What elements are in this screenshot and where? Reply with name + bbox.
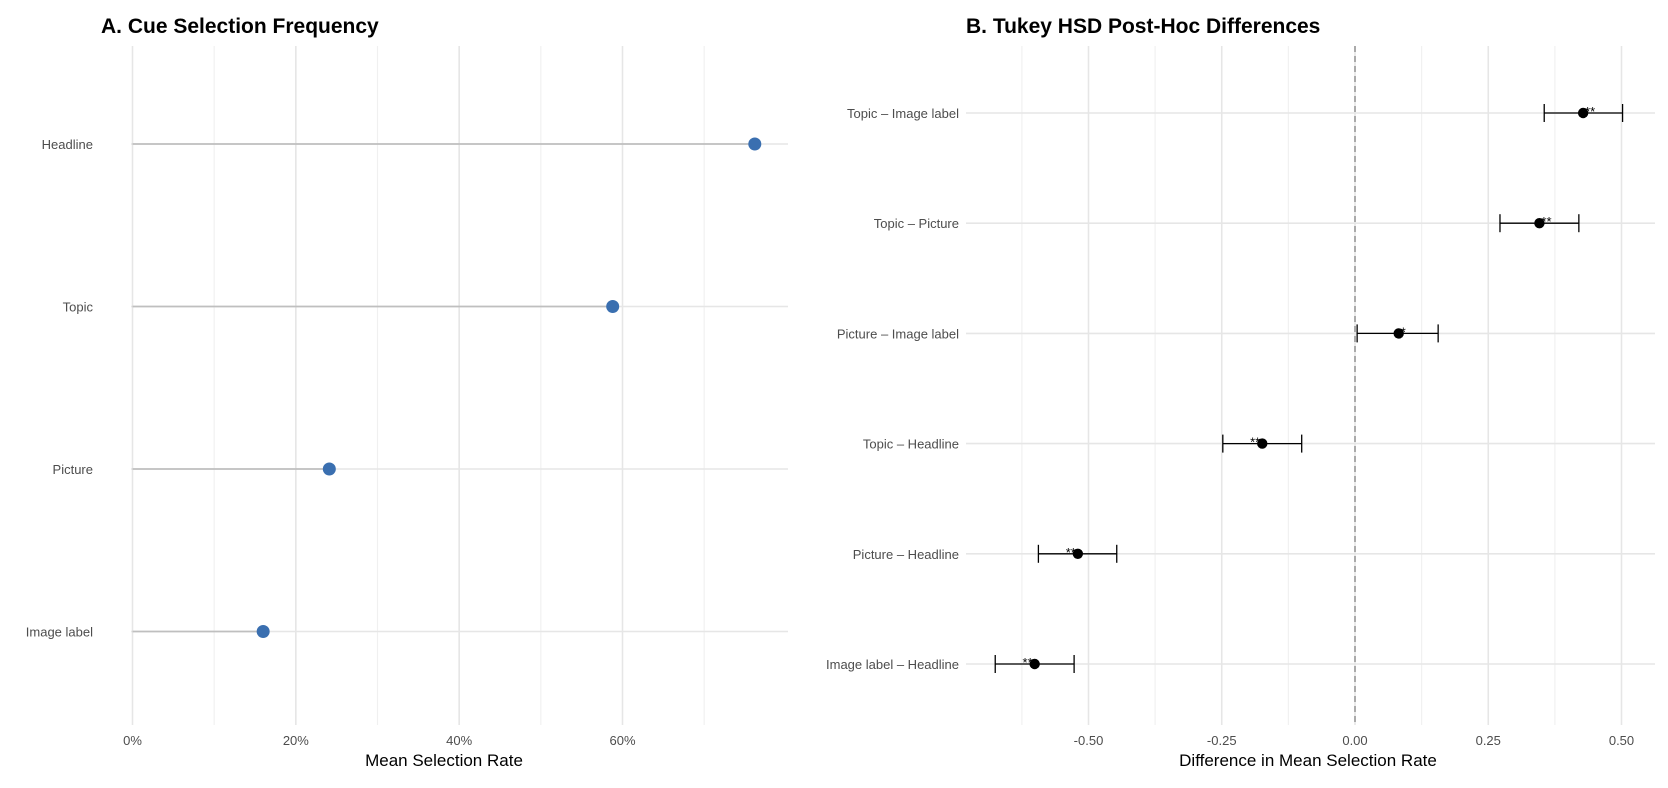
y-tick-label: Topic – Headline <box>863 437 959 452</box>
panel-a-marks <box>132 137 762 638</box>
lollipop-point <box>256 625 270 638</box>
mean-difference-point <box>1029 658 1040 670</box>
lollipop-point <box>606 300 620 313</box>
significance-label: ** <box>1023 655 1033 670</box>
panel-b-x-tick-labels: -0.50 -0.25 0.00 0.25 0.50 <box>1074 733 1634 748</box>
x-tick-label: 0.25 <box>1476 733 1501 748</box>
lollipop-point <box>748 137 762 151</box>
significance-label: * <box>1401 324 1406 339</box>
panel-b-title: B. Tukey HSD Post-Hoc Differences <box>966 15 1320 38</box>
y-tick-label: Topic – Picture <box>874 216 959 231</box>
lollipop-point <box>322 462 336 476</box>
mean-difference-point <box>1577 107 1589 119</box>
x-tick-label: 0.50 <box>1609 733 1634 748</box>
x-tick-label: -0.25 <box>1207 733 1237 748</box>
y-tick-label: Picture – Headline <box>853 547 959 562</box>
panel-b-x-axis-label: Difference in Mean Selection Rate <box>1179 751 1437 770</box>
y-tick-label: Topic – Image label <box>847 106 959 121</box>
panel-a-x-axis-label: Mean Selection Rate <box>365 751 523 770</box>
panel-a: A. Cue Selection Frequency Headline Topic… <box>26 15 788 770</box>
y-tick-label: Picture <box>53 462 93 477</box>
panel-b-y-tick-labels: Topic – Image label Topic – Picture Pictur… <box>826 106 959 672</box>
x-tick-label: -0.50 <box>1074 733 1104 748</box>
significance-label: ** <box>1541 214 1551 229</box>
mean-difference-point <box>1072 548 1084 559</box>
y-tick-label: Headline <box>42 137 93 152</box>
panel-a-grid <box>131 46 788 725</box>
significance-label: ** <box>1585 104 1595 119</box>
x-tick-label: 20% <box>283 733 309 748</box>
panel-b: B. Tukey HSD Post-Hoc Differences ******… <box>826 15 1655 770</box>
y-tick-label: Image label – Headline <box>826 657 959 672</box>
panel-a-y-tick-labels: Headline Topic Picture Image label <box>26 137 94 640</box>
mean-difference-point <box>1534 218 1545 229</box>
significance-label: ** <box>1066 545 1076 560</box>
x-tick-label: 40% <box>446 733 472 748</box>
significance-label: ** <box>1250 435 1260 450</box>
panel-a-x-tick-labels: 0% 20% 40% 60% <box>123 733 636 748</box>
panel-b-marks: *********** <box>994 104 1624 673</box>
mean-difference-point <box>1393 328 1404 339</box>
x-tick-label: 60% <box>609 733 635 748</box>
y-tick-label: Topic <box>63 300 94 315</box>
mean-difference-point <box>1257 438 1268 449</box>
panel-b-grid <box>966 46 1655 725</box>
x-tick-label: 0.00 <box>1342 733 1367 748</box>
panel-a-title: A. Cue Selection Frequency <box>101 15 379 38</box>
y-tick-label: Image label <box>26 625 93 640</box>
y-tick-label: Picture – Image label <box>837 326 959 341</box>
x-tick-label: 0% <box>123 733 142 748</box>
